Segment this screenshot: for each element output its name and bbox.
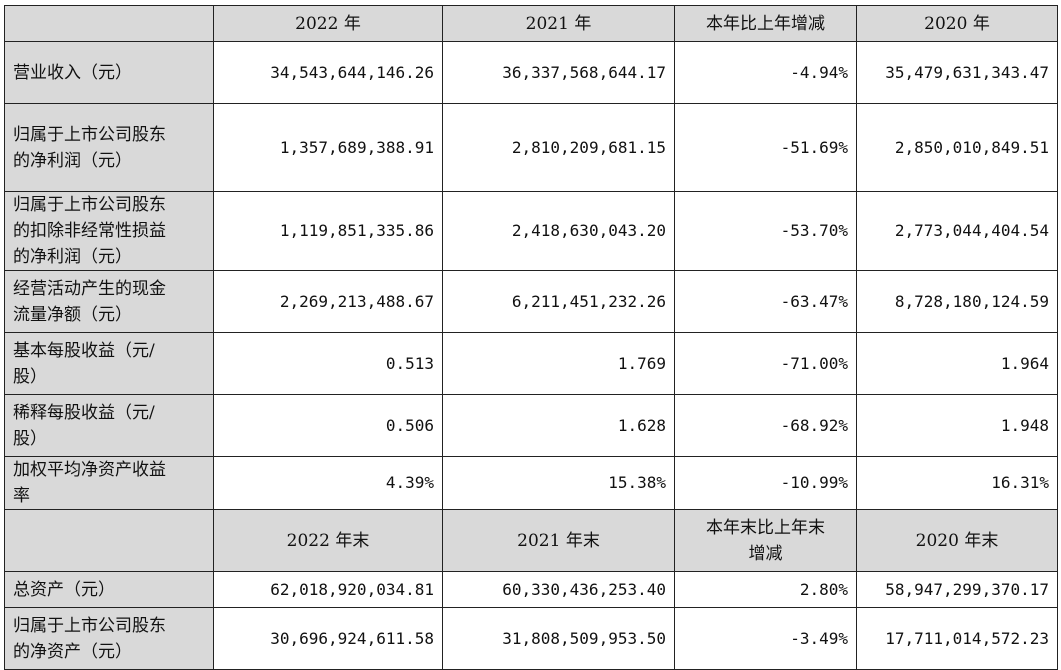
table-row: 基本每股收益（元/股） 0.513 1.769 -71.00% 1.964 <box>4 332 1058 395</box>
row-label-line: 的扣除非经常性损益 <box>13 221 166 241</box>
table-row: 归属于上市公司股东 的净资产（元） 30,696,924,611.58 31,808,… <box>4 607 1058 670</box>
header-blank-cell <box>4 509 214 572</box>
row-label-line: 基本每股收益（元/ <box>13 340 155 361</box>
value-cell: 1.964 <box>856 332 1058 395</box>
value-cell: 62,018,920,034.81 <box>213 571 443 608</box>
value-cell: 2,418,630,043.20 <box>442 191 675 271</box>
header-row-year-end: 2022 年末 2021 年末 本年末比上年末 增减 2020 年末 <box>4 509 1058 572</box>
value-cell: 1.769 <box>442 332 675 395</box>
table-row: 营业收入（元） 34,543,644,146.26 36,337,568,644.1… <box>4 41 1058 104</box>
row-label-line: 稀释每股收益（元/ <box>13 402 155 423</box>
row-label-line: 归属于上市公司股东 <box>13 615 166 636</box>
table-row: 稀释每股收益（元/股） 0.506 1.628 -68.92% 1.948 <box>4 394 1058 457</box>
column-header: 2020 年末 <box>856 509 1058 572</box>
table-row: 加权平均净资产收益率 4.39% 15.38% -10.99% 16.31% <box>4 456 1058 510</box>
value-cell: 4.39% <box>213 456 443 510</box>
row-label-line: 股） <box>13 428 47 449</box>
value-cell: -53.70% <box>674 191 857 271</box>
value-cell: 58,947,299,370.17 <box>856 571 1058 608</box>
value-cell: -51.69% <box>674 103 857 192</box>
value-cell: 60,330,436,253.40 <box>442 571 675 608</box>
value-cell: -68.92% <box>674 394 857 457</box>
row-label-line: 的净利润（元） <box>13 150 132 171</box>
value-cell: 8,728,180,124.59 <box>856 270 1058 333</box>
financial-summary-table: 2022 年 2021 年本年比上年增减 2020 年营业收入（元） 34,543,6… <box>4 5 1058 670</box>
value-cell: -71.00% <box>674 332 857 395</box>
value-cell: 1.948 <box>856 394 1058 457</box>
value-cell: 15.38% <box>442 456 675 510</box>
row-label-line: 流量净额（元） <box>13 304 132 325</box>
column-header: 本年末比上年末 增减 <box>674 509 857 572</box>
value-cell: 36,337,568,644.17 <box>442 41 675 104</box>
header-blank-cell <box>4 5 214 42</box>
column-header: 2022 年末 <box>213 509 443 572</box>
column-header: 2022 年 <box>213 5 443 42</box>
value-cell: 1,357,689,388.91 <box>213 103 443 192</box>
column-header: 2021 年 <box>442 5 675 42</box>
value-cell: 1.628 <box>442 394 675 457</box>
row-label-line: 率 <box>13 486 30 506</box>
value-cell: 16.31% <box>856 456 1058 510</box>
row-label: 归属于上市公司股东 的净利润（元） <box>4 103 214 192</box>
value-cell: -10.99% <box>674 456 857 510</box>
row-label: 营业收入（元） <box>4 41 214 104</box>
row-label: 归属于上市公司股东 的扣除非经常性损益 的净利润（元） <box>4 191 214 271</box>
value-cell: -4.94% <box>674 41 857 104</box>
value-cell: 2,850,010,849.51 <box>856 103 1058 192</box>
value-cell: 1,119,851,335.86 <box>213 191 443 271</box>
table-row: 归属于上市公司股东 的净利润（元） 1,357,689,388.91 2,810,20… <box>4 103 1058 192</box>
value-cell: 2,269,213,488.67 <box>213 270 443 333</box>
value-cell: 17,711,014,572.23 <box>856 607 1058 670</box>
row-label: 基本每股收益（元/股） <box>4 332 214 395</box>
row-label-line: 经营活动产生的现金 <box>13 278 166 299</box>
column-header: 2020 年 <box>856 5 1058 42</box>
column-header-line: 本年末比上年末 <box>706 517 825 538</box>
table-row: 归属于上市公司股东 的扣除非经常性损益 的净利润（元） 1,119,851,335.8… <box>4 191 1058 271</box>
value-cell: 2,773,044,404.54 <box>856 191 1058 271</box>
row-label-line: 的净资产（元） <box>13 641 132 662</box>
value-cell: 34,543,644,146.26 <box>213 41 443 104</box>
value-cell: -63.47% <box>674 270 857 333</box>
row-label-line: 的净利润（元） <box>13 247 132 267</box>
row-label-line: 总资产（元） <box>13 579 115 600</box>
row-label-line: 加权平均净资产收益 <box>13 460 166 480</box>
row-label-line: 归属于上市公司股东 <box>13 124 166 145</box>
value-cell: -3.49% <box>674 607 857 670</box>
row-label-line: 营业收入（元） <box>13 62 132 83</box>
column-header: 本年比上年增减 <box>674 5 857 42</box>
value-cell: 0.506 <box>213 394 443 457</box>
row-label: 总资产（元） <box>4 571 214 608</box>
table-row: 经营活动产生的现金 流量净额（元） 2,269,213,488.67 6,211,45… <box>4 270 1058 333</box>
value-cell: 31,808,509,953.50 <box>442 607 675 670</box>
row-label: 归属于上市公司股东 的净资产（元） <box>4 607 214 670</box>
table-row: 总资产（元） 62,018,920,034.81 60,330,436,253.40… <box>4 571 1058 608</box>
row-label: 经营活动产生的现金 流量净额（元） <box>4 270 214 333</box>
row-label: 稀释每股收益（元/股） <box>4 394 214 457</box>
value-cell: 30,696,924,611.58 <box>213 607 443 670</box>
column-header: 2021 年末 <box>442 509 675 572</box>
value-cell: 2.80% <box>674 571 857 608</box>
row-label-line: 股） <box>13 366 47 387</box>
row-label-line: 归属于上市公司股东 <box>13 195 166 215</box>
value-cell: 35,479,631,343.47 <box>856 41 1058 104</box>
value-cell: 2,810,209,681.15 <box>442 103 675 192</box>
header-row-years: 2022 年 2021 年本年比上年增减 2020 年 <box>4 5 1058 42</box>
value-cell: 0.513 <box>213 332 443 395</box>
column-header-line: 增减 <box>748 543 783 564</box>
row-label: 加权平均净资产收益率 <box>4 456 214 510</box>
value-cell: 6,211,451,232.26 <box>442 270 675 333</box>
